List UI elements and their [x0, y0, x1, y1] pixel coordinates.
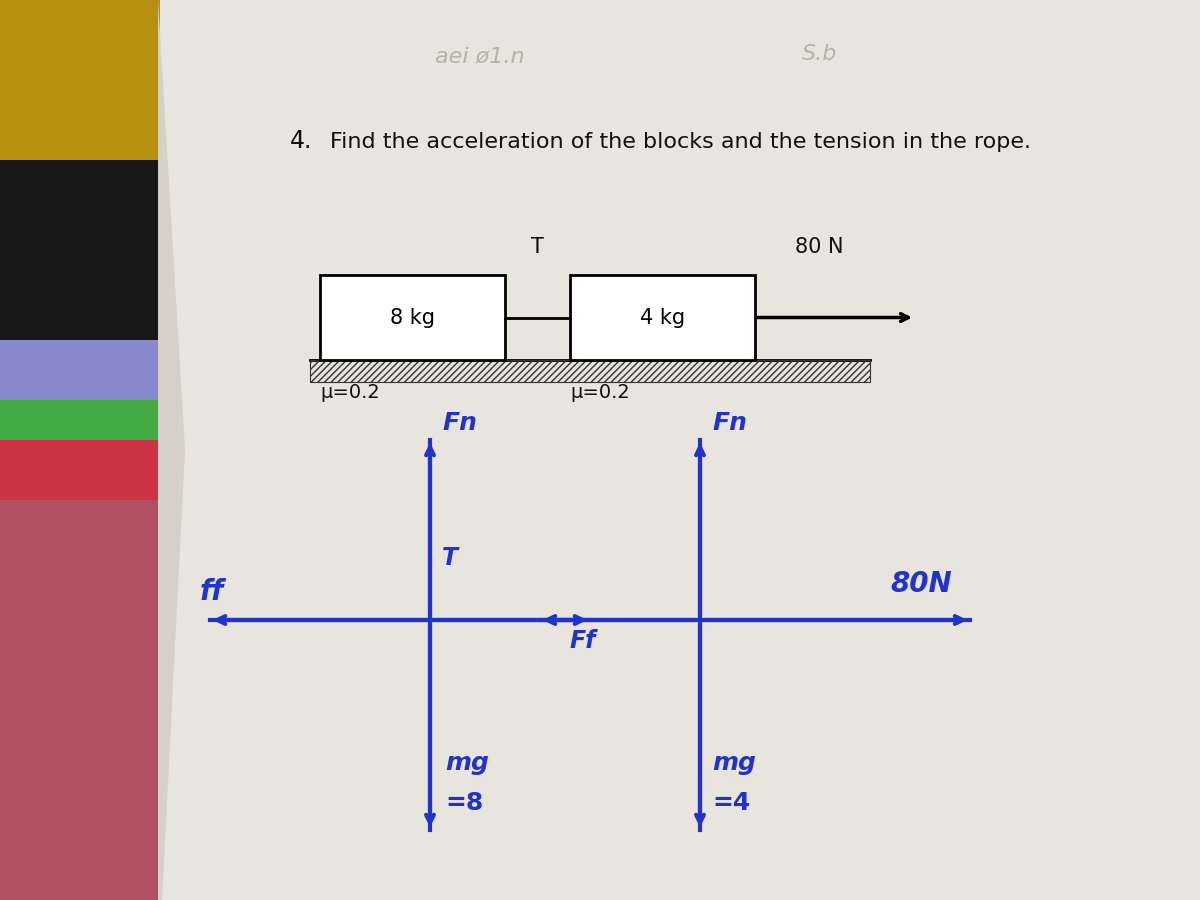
Text: mg: mg	[712, 751, 756, 775]
Text: T: T	[532, 237, 544, 257]
Bar	[0, 440, 170, 520]
Text: S.b: S.b	[803, 44, 838, 64]
Text: 8 kg: 8 kg	[390, 308, 436, 328]
Bar	[0, 400, 170, 460]
Text: =8: =8	[445, 791, 484, 815]
Text: μ=0.2: μ=0.2	[320, 383, 379, 402]
Text: mg: mg	[445, 751, 488, 775]
Bar	[0, 160, 170, 360]
Text: Fn: Fn	[712, 411, 746, 435]
Bar	[0, 340, 170, 420]
Text: Fn: Fn	[442, 411, 476, 435]
Text: Find the acceleration of the blocks and the tension in the rope.: Find the acceleration of the blocks and …	[330, 132, 1031, 152]
Bar	[1100, 0, 1200, 900]
Bar	[0, 500, 170, 900]
Text: aei ø1.n: aei ø1.n	[436, 46, 524, 66]
Text: T: T	[442, 546, 458, 570]
Bar	[0, 0, 200, 220]
Text: 80 N: 80 N	[796, 237, 844, 257]
Bar	[310, 360, 870, 382]
Text: =4: =4	[712, 791, 750, 815]
Bar	[0, 0, 160, 320]
Bar	[570, 275, 755, 360]
Bar	[320, 275, 505, 360]
Bar	[1000, 0, 1200, 120]
Text: 4 kg: 4 kg	[640, 308, 685, 328]
Text: ff: ff	[200, 578, 224, 606]
Polygon shape	[158, 0, 185, 900]
Text: Ff: Ff	[570, 629, 596, 653]
Bar	[1050, 0, 1200, 200]
Polygon shape	[160, 0, 1200, 900]
Text: 80N: 80N	[890, 570, 952, 598]
Text: μ=0.2: μ=0.2	[570, 383, 630, 402]
Text: 4.: 4.	[290, 129, 312, 153]
